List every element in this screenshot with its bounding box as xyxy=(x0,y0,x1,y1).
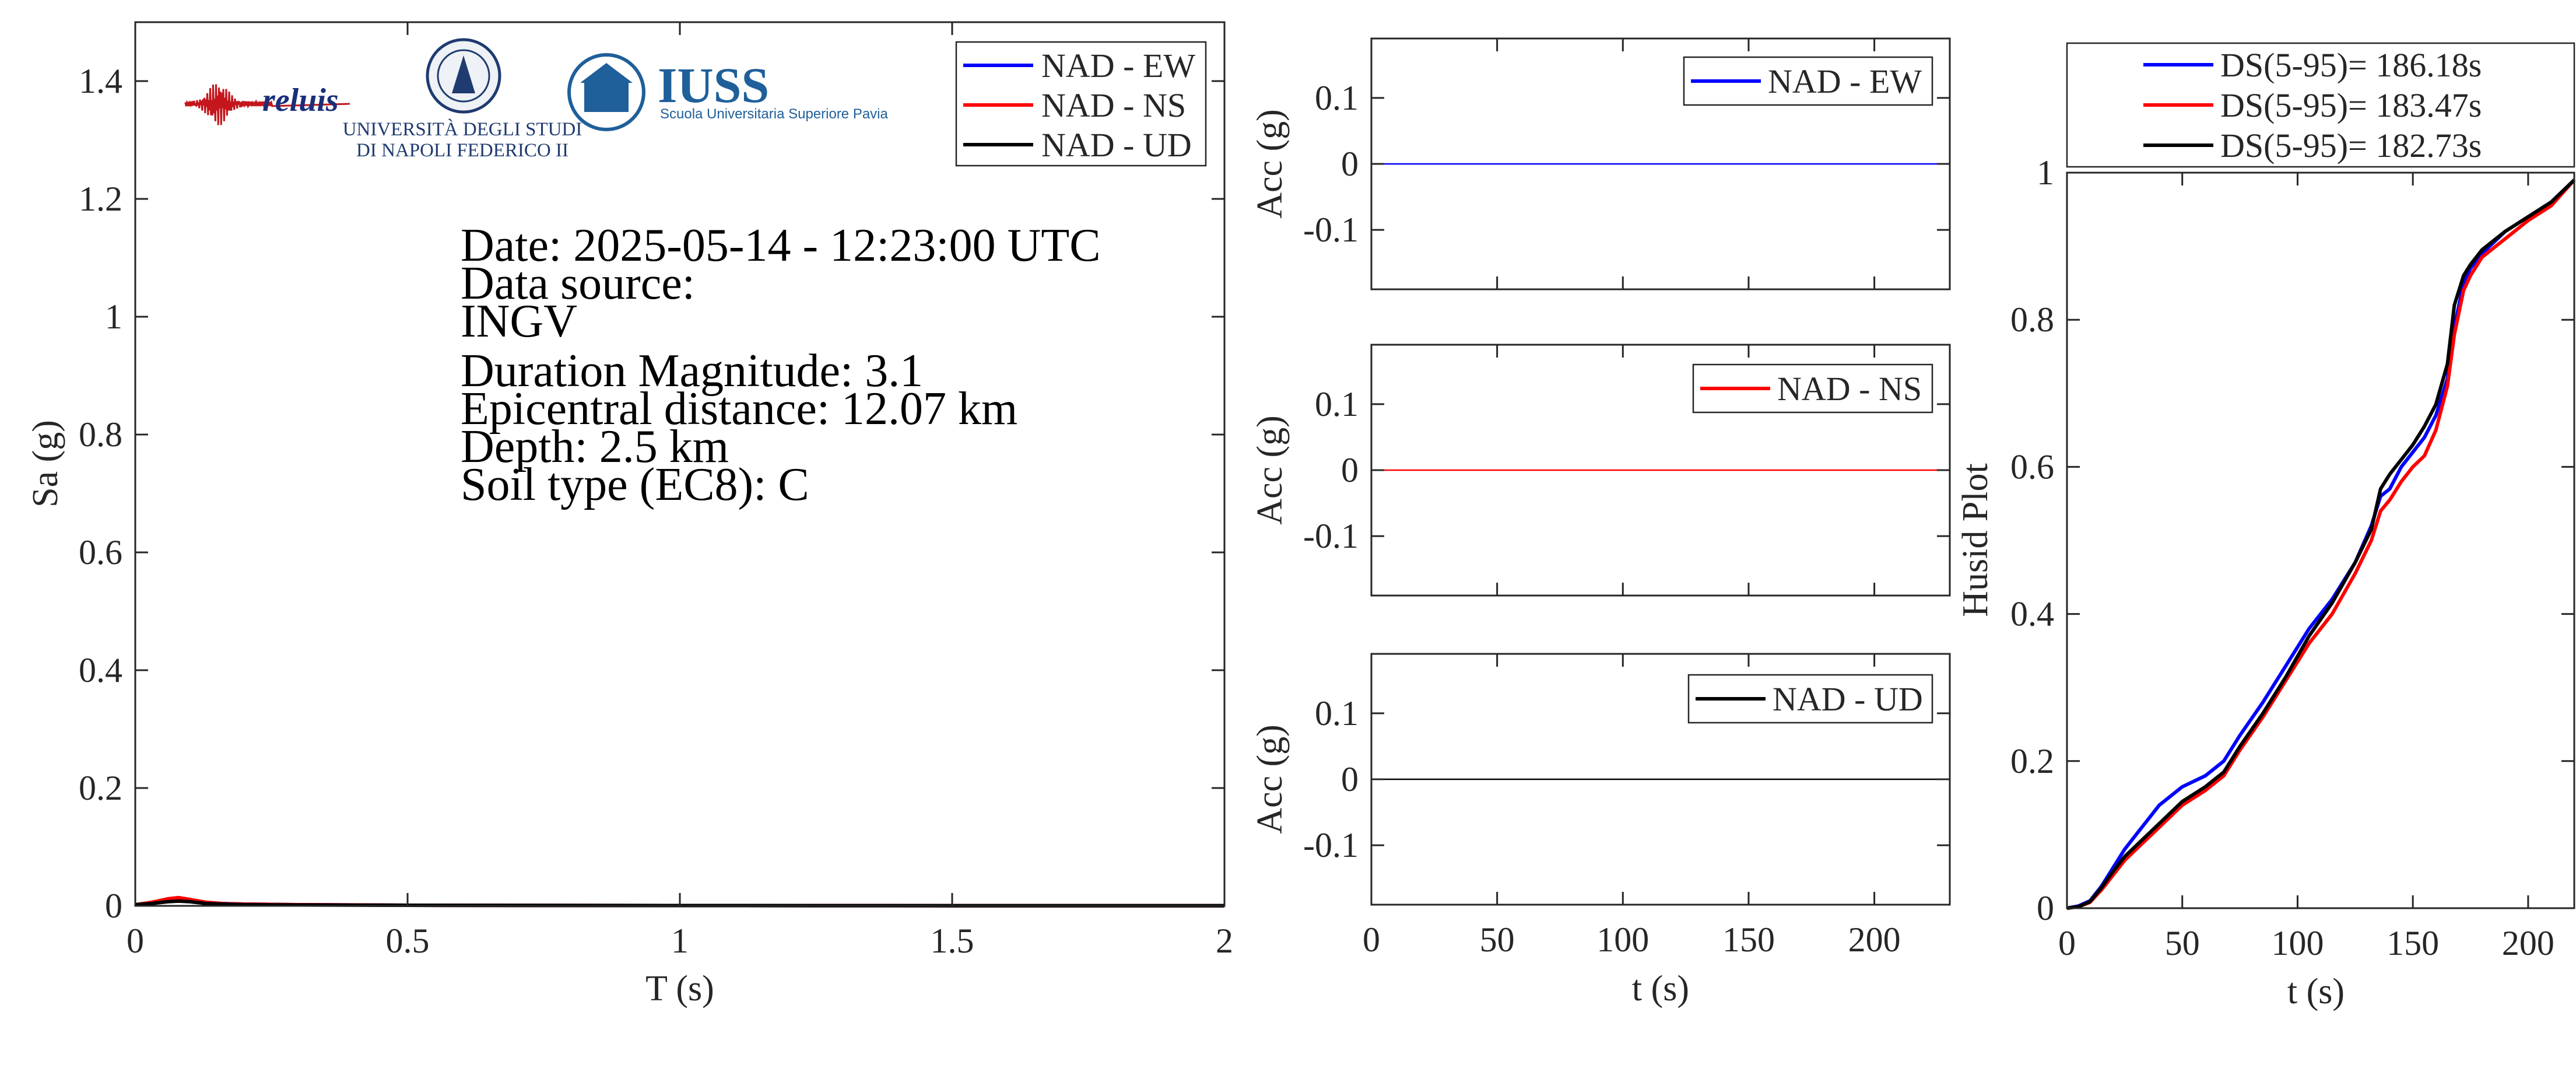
acc-ud-x-tick-label: 100 xyxy=(1596,920,1649,959)
spectrum-y-axis-label: Sa (g) xyxy=(26,420,65,507)
husid-y-axis-label: Husid Plot xyxy=(1956,463,1995,617)
accelerogram-ud-chart: 0 50 100 150 200 0.1 0 -0.1 t (s) Acc (g) NAD -… xyxy=(1250,653,1951,1009)
spectrum-x-tick-label: 1 xyxy=(671,922,689,960)
husid-x-tick-label: 100 xyxy=(2271,924,2324,962)
unina-logo-line1: UNIVERSITÀ DEGLI STUDI xyxy=(343,118,582,140)
husid-x-axis-label: t (s) xyxy=(2287,972,2345,1011)
legend-label-ew: NAD - EW xyxy=(1041,47,1195,85)
husid-y-tick-label: 0.6 xyxy=(2010,447,2054,486)
epicentral-distance: Epicentral distance: 12.07 km xyxy=(461,383,1017,435)
spectrum-x-tick-label: 2 xyxy=(1216,922,1233,960)
acc-ew-legend: NAD - EW xyxy=(1683,56,1933,106)
spectrum-y-tick-label: 0.2 xyxy=(79,769,122,807)
duration-magnitude: Duration Magnitude: 3.1 xyxy=(461,345,923,397)
iuss-logo-subtitle: Scuola Universitaria Superiore Pavia xyxy=(660,106,889,122)
spectrum-x-axis-label: T (s) xyxy=(645,969,714,1009)
acc-ns-y-tick-label: -0.1 xyxy=(1303,517,1359,555)
spectrum-x-tick-label: 1.5 xyxy=(931,922,974,960)
iuss-logo: IUSS Scuola Universitaria Superiore Pavi… xyxy=(567,53,889,131)
data-source-value: INGV xyxy=(461,296,577,347)
legend-label-ns: NAD - NS xyxy=(1041,86,1186,124)
acc-ew-y-tick-label: 0.1 xyxy=(1315,79,1359,117)
acc-ns-y-axis-label: Acc (g) xyxy=(1250,415,1290,525)
acc-ud-x-tick-label: 150 xyxy=(1722,920,1775,959)
spectrum-y-tick-label: 0.6 xyxy=(79,533,122,572)
acc-ud-y-tick-label: 0 xyxy=(1341,760,1359,799)
unina-logo-line2: DI NAPOLI FEDERICO II xyxy=(356,140,568,161)
husid-legend-label-ud: DS(5-95)= 182.73s xyxy=(2220,127,2482,164)
husid-series-2-line xyxy=(2066,178,2576,910)
acc-ew-y-tick-label: -0.1 xyxy=(1303,211,1359,249)
spectrum-x-tick-label: 0 xyxy=(127,922,144,960)
acc-ud-x-tick-label: 200 xyxy=(1848,920,1901,959)
husid-x-tick-label: 200 xyxy=(2502,924,2554,962)
acc-ew-y-tick-label: 0 xyxy=(1341,145,1359,183)
husid-series-0-line xyxy=(2066,178,2576,910)
spectrum-x-tick-label: 0.5 xyxy=(386,922,430,960)
spectrum-y-tick-label: 0 xyxy=(105,887,122,925)
husid-axes-box xyxy=(2066,171,2575,909)
husid-legend: DS(5-95)= 186.18s DS(5-95)= 183.47s DS(5… xyxy=(2066,42,2575,168)
husid-y-tick-label: 0.8 xyxy=(2010,300,2054,339)
response-spectrum-chart: 0 0.5 1 1.5 2 0 0.2 0.4 0.6 0.8 1 1.2 1.4 T (s) Sa (… xyxy=(26,21,1233,1009)
legend-label-ud: NAD - UD xyxy=(1041,126,1192,164)
acc-ud-y-tick-label: 0.1 xyxy=(1315,694,1359,733)
data-source-label: Data source: xyxy=(461,258,695,309)
husid-y-tick-label: 0.4 xyxy=(2010,595,2054,633)
acc-ud-x-tick-label: 50 xyxy=(1480,920,1515,959)
husid-legend-label-ew: DS(5-95)= 186.18s xyxy=(2220,46,2482,84)
acc-ns-y-tick-label: 0.1 xyxy=(1315,385,1359,423)
event-date: Date: 2025-05-14 - 12:23:00 UTC xyxy=(461,220,1101,271)
reluis-logo-text: reluis xyxy=(262,82,339,118)
acc-ud-y-tick-label: -0.1 xyxy=(1303,826,1359,864)
accelerogram-ns-chart: 0.1 0 -0.1 Acc (g) NAD - NS xyxy=(1250,344,1951,597)
event-info: Date: 2025-05-14 - 12:23:00 UTC Data sou… xyxy=(461,220,1101,510)
acc-ew-y-axis-label: Acc (g) xyxy=(1250,109,1290,219)
acc-ud-x-tick-label: 0 xyxy=(1363,920,1380,959)
husid-y-tick-label: 0.2 xyxy=(2010,742,2054,780)
husid-x-tick-label: 0 xyxy=(2058,924,2076,962)
husid-x-tick-label: 50 xyxy=(2165,924,2200,962)
acc-ud-legend-label: NAD - UD xyxy=(1773,680,1923,718)
husid-y-tick-label: 0 xyxy=(2037,889,2054,927)
husid-x-tick-label: 150 xyxy=(2387,924,2439,962)
reluis-logo: reluis xyxy=(184,82,350,125)
acc-ud-y-axis-label: Acc (g) xyxy=(1250,724,1290,834)
spectrum-y-tick-label: 0.4 xyxy=(79,651,122,689)
acc-ns-y-tick-label: 0 xyxy=(1341,451,1359,489)
soil-type: Soil type (EC8): C xyxy=(461,459,809,510)
depth: Depth: 2.5 km xyxy=(461,421,729,472)
spectrum-y-tick-label: 0.8 xyxy=(79,415,122,454)
acc-ns-legend-label: NAD - NS xyxy=(1777,370,1922,408)
acc-ew-legend-label: NAD - EW xyxy=(1768,62,1922,100)
unina-logo: UNIVERSITÀ DEGLI STUDI DI NAPOLI FEDERIC… xyxy=(343,38,582,161)
spectrum-y-tick-label: 1.4 xyxy=(79,62,122,100)
spectrum-y-tick-label: 1.2 xyxy=(79,180,122,218)
acc-ns-legend: NAD - NS xyxy=(1692,363,1933,414)
spectrum-legend: NAD - EW NAD - NS NAD - UD xyxy=(955,41,1207,167)
acc-ud-x-axis-label: t (s) xyxy=(1632,969,1689,1009)
acc-ud-legend: NAD - UD xyxy=(1687,674,1933,724)
husid-y-tick-label: 1 xyxy=(2037,153,2054,192)
iuss-logo-title: IUSS xyxy=(658,57,769,113)
accelerogram-ew-chart: 0.1 0 -0.1 Acc (g) NAD - EW xyxy=(1250,37,1951,290)
husid-plot-chart: 0 50 100 150 200 0 0.2 0.4 0.6 0.8 1 t (s) Husid P… xyxy=(1956,42,2576,1011)
husid-series-1-line xyxy=(2066,178,2576,910)
husid-legend-label-ns: DS(5-95)= 183.47s xyxy=(2220,86,2482,124)
spectrum-y-tick-label: 1 xyxy=(105,297,122,336)
